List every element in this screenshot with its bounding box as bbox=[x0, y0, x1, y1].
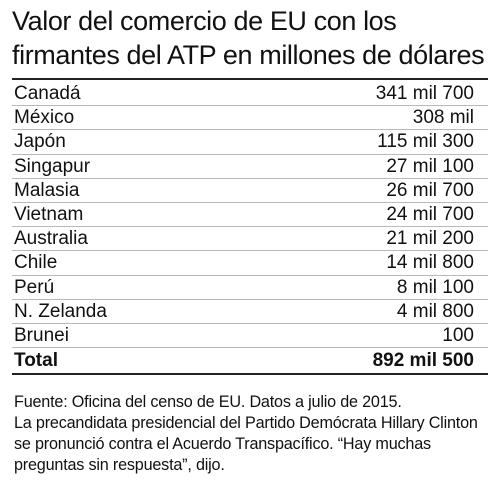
table-row: Japón 115 mil 300 bbox=[12, 130, 488, 155]
table-row: Canadá 341 mil 700 bbox=[12, 82, 488, 107]
trade-table: Canadá 341 mil 700 México 308 mil Japón 115 m… bbox=[12, 82, 488, 374]
trade-value: 115 mil 300 bbox=[377, 131, 474, 153]
title-divider bbox=[12, 78, 488, 80]
trade-value: 100 bbox=[442, 324, 474, 346]
total-value: 892 mil 500 bbox=[372, 350, 474, 372]
table-row: Malasia 26 mil 700 bbox=[12, 179, 488, 203]
source-text: Fuente: Oficina del censo de EU. Datos a… bbox=[14, 393, 402, 411]
trade-value: 341 mil 700 bbox=[375, 83, 474, 104]
table-row: Singapur 27 mil 100 bbox=[12, 155, 488, 179]
country-name: México bbox=[14, 107, 75, 129]
footnote: Fuente: Oficina del censo de EU. Datos a… bbox=[14, 392, 490, 476]
chart-title: Valor del comercio de EU con los firmant… bbox=[12, 4, 492, 72]
trade-value: 21 mil 200 bbox=[386, 228, 474, 250]
country-name: Japón bbox=[14, 131, 66, 153]
trade-value: 308 mil bbox=[412, 107, 474, 129]
country-name: Brunei bbox=[14, 324, 69, 346]
country-name: Vietnam bbox=[14, 203, 84, 225]
table-row: Perú 8 mil 100 bbox=[12, 276, 488, 300]
country-name: Chile bbox=[14, 252, 58, 274]
country-name: Perú bbox=[14, 276, 55, 298]
trade-value: 27 mil 100 bbox=[386, 155, 474, 177]
trade-value: 24 mil 700 bbox=[386, 203, 474, 225]
country-name: Malasia bbox=[14, 179, 80, 201]
total-label: Total bbox=[14, 350, 58, 372]
total-divider bbox=[12, 373, 488, 376]
table-row: Vietnam 24 mil 700 bbox=[12, 203, 488, 228]
title-line-1: Valor del comercio de EU con los bbox=[12, 6, 397, 36]
country-name: Singapur bbox=[14, 155, 91, 177]
trade-value: 26 mil 700 bbox=[386, 179, 474, 201]
country-name: N. Zelanda bbox=[14, 300, 107, 322]
total-row: Total 892 mil 500 bbox=[12, 348, 488, 374]
trade-value: 8 mil 100 bbox=[396, 276, 474, 298]
table-row: Chile 14 mil 800 bbox=[12, 251, 488, 276]
trade-value: 4 mil 800 bbox=[396, 300, 474, 322]
country-name: Australia bbox=[14, 228, 88, 250]
table-row: Brunei 100 bbox=[12, 324, 488, 349]
country-name: Canadá bbox=[14, 83, 81, 104]
table-row: México 308 mil bbox=[12, 106, 488, 131]
table-row: N. Zelanda 4 mil 800 bbox=[12, 300, 488, 324]
note-text: La precandidata presidencial del Partido… bbox=[14, 414, 478, 474]
title-line-2: firmantes del ATP en millones de dólares bbox=[12, 40, 485, 70]
trade-value: 14 mil 800 bbox=[386, 252, 474, 274]
table-row: Australia 21 mil 200 bbox=[12, 227, 488, 252]
